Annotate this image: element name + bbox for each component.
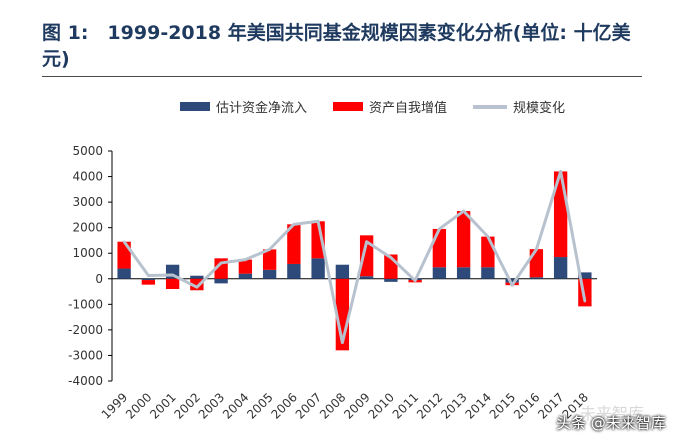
point-size-change: [535, 248, 538, 251]
x-tick-label: 2002: [171, 390, 202, 421]
x-tick-label: 2000: [123, 390, 154, 421]
point-size-change: [147, 274, 150, 277]
bar-asset-appreciation: [165, 278, 180, 289]
bar-asset-appreciation: [529, 249, 544, 278]
title-divider: [42, 76, 642, 77]
bar-net-inflow: [238, 273, 253, 279]
bar-net-inflow: [214, 278, 228, 284]
bar-net-inflow: [553, 257, 568, 279]
y-tick-label: 3000: [72, 195, 103, 209]
y-tick-label: 1000: [72, 246, 103, 260]
point-size-change: [219, 261, 223, 265]
x-tick-label: 2014: [462, 390, 493, 421]
bar-net-inflow: [117, 268, 131, 279]
x-tick-label: 2005: [244, 390, 275, 421]
y-tick-label: -1000: [68, 297, 103, 311]
bar-net-inflow: [141, 278, 156, 281]
chart-title: 图 1: 1999-2018 年美国共同基金规模因素变化分析(单位: 十亿美元): [42, 22, 631, 70]
x-tick-label: 2010: [365, 390, 396, 421]
bar-net-inflow: [287, 263, 301, 279]
y-tick-label: 0: [95, 272, 103, 286]
point-size-change: [244, 258, 247, 261]
point-size-change: [583, 300, 587, 303]
x-tick-label: 2001: [147, 390, 178, 421]
bar-asset-appreciation: [432, 228, 447, 268]
x-tick-label: 2006: [268, 390, 299, 421]
bar-asset-appreciation: [190, 278, 204, 291]
point-size-change: [341, 341, 344, 344]
x-tick-label: 2013: [438, 390, 469, 421]
bar-net-inflow: [432, 267, 447, 279]
x-tick-label: 2004: [220, 390, 251, 421]
point-size-change: [462, 209, 465, 213]
point-size-change: [559, 170, 562, 173]
bar-net-inflow: [359, 276, 374, 279]
bar-net-inflow: [190, 275, 204, 279]
line-size-change: [122, 169, 587, 345]
x-tick-label: 2003: [196, 390, 227, 421]
point-size-change: [486, 235, 490, 238]
point-size-change: [171, 273, 174, 277]
y-tick-label: -4000: [68, 374, 103, 388]
y-tick-label: 2000: [72, 221, 103, 235]
point-size-change: [316, 220, 320, 223]
watermark-logo-text: 未来智库: [580, 404, 645, 423]
bar-net-inflow: [529, 277, 544, 279]
bar-net-inflow: [262, 269, 277, 279]
legend-item-inflow: 估计资金净流入: [180, 97, 307, 116]
bar-net-inflow: [481, 267, 495, 279]
watermark-text: 头条 @未来智库: [556, 414, 666, 432]
point-size-change: [389, 256, 393, 259]
legend-swatch-size-change: [473, 104, 508, 109]
bar-asset-appreciation: [141, 280, 156, 285]
x-tick-label: 2015: [487, 390, 518, 421]
x-tick-label: 1999: [99, 390, 130, 421]
chart-legend: 估计资金净流入 资产自我增值 规模变化: [180, 97, 591, 116]
point-size-change: [195, 286, 199, 289]
point-size-change: [292, 223, 296, 226]
bar-net-inflow: [578, 272, 592, 279]
bar-net-inflow: [456, 267, 471, 279]
y-tick-label: 5000: [72, 144, 103, 158]
bar-asset-appreciation: [481, 236, 495, 268]
y-tick-label: -3000: [68, 348, 103, 362]
point-size-change: [438, 227, 441, 231]
y-tick-label: -2000: [68, 323, 103, 337]
bar-net-inflow: [335, 264, 350, 279]
legend-label-inflow: 估计资金净流入: [216, 101, 308, 116]
bar-asset-appreciation: [456, 211, 471, 268]
legend-label-appreciation: 资产自我增值: [369, 101, 448, 116]
bar-asset-appreciation: [262, 249, 277, 270]
legend-label-size-change: 规模变化: [513, 101, 566, 116]
x-tick-label: 2008: [317, 390, 348, 421]
point-size-change: [268, 248, 271, 251]
legend-swatch-inflow: [180, 102, 210, 111]
x-tick-label: 2012: [414, 390, 445, 421]
x-tick-label: 2016: [511, 390, 542, 421]
point-size-change: [510, 283, 514, 287]
legend-item-appreciation: 资产自我增值: [333, 97, 447, 116]
bar-net-inflow: [505, 278, 519, 283]
x-tick-label: 2007: [293, 390, 324, 421]
x-tick-label: 2011: [390, 390, 421, 421]
y-tick-label: 4000: [72, 170, 103, 184]
point-size-change: [365, 240, 368, 243]
bar-asset-appreciation: [287, 224, 301, 264]
x-tick-label: 2009: [341, 390, 372, 421]
legend-swatch-appreciation: [333, 102, 364, 111]
bar-asset-appreciation: [238, 259, 253, 274]
point-size-change: [122, 240, 126, 243]
point-size-change: [413, 279, 417, 282]
bar-net-inflow: [311, 258, 325, 279]
bar-net-inflow: [384, 278, 398, 282]
legend-item-size-change: 规模变化: [473, 97, 565, 116]
